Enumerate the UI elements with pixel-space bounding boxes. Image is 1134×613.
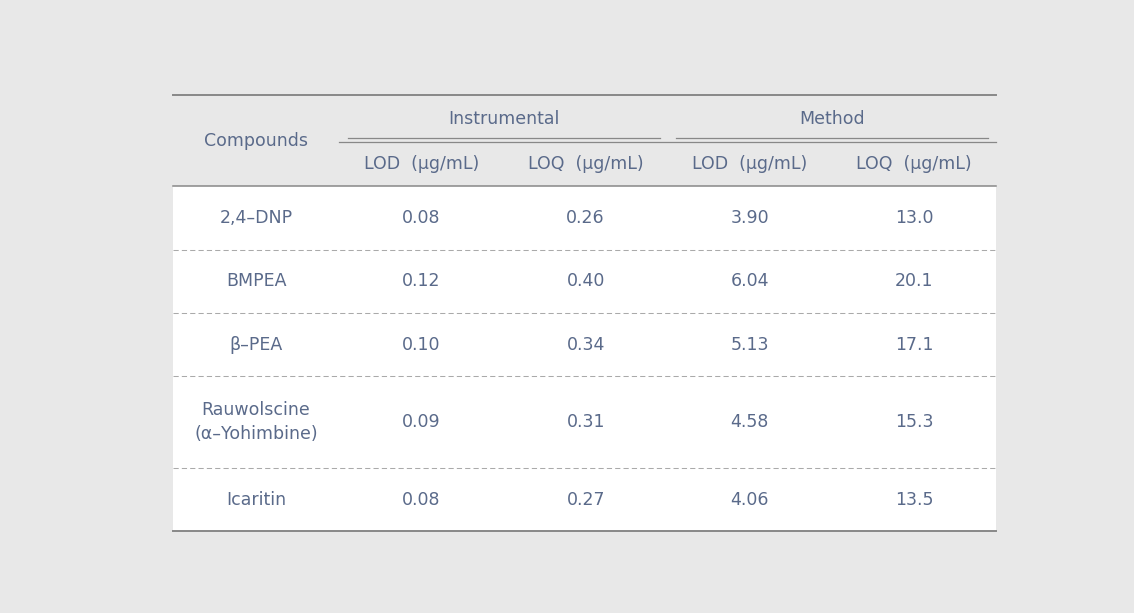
Text: 0.26: 0.26 [566,209,606,227]
Text: Method: Method [799,110,865,128]
Text: 17.1: 17.1 [895,336,933,354]
Text: β–PEA: β–PEA [229,336,282,354]
Text: 0.12: 0.12 [403,272,441,291]
Text: 0.34: 0.34 [567,336,604,354]
Text: BMPEA: BMPEA [226,272,286,291]
FancyBboxPatch shape [172,186,996,531]
Text: 2,4–DNP: 2,4–DNP [220,209,293,227]
Text: 15.3: 15.3 [895,413,933,431]
Text: Instrumental: Instrumental [448,110,559,128]
Text: Icaritin: Icaritin [226,491,286,509]
Text: 20.1: 20.1 [895,272,933,291]
Text: 0.09: 0.09 [403,413,441,431]
Text: Rauwolscine
(α–Yohimbine): Rauwolscine (α–Yohimbine) [194,402,318,443]
Text: 0.08: 0.08 [403,209,441,227]
Text: LOD  (μg/mL): LOD (μg/mL) [692,156,807,173]
Text: 13.0: 13.0 [895,209,933,227]
Text: 4.58: 4.58 [730,413,769,431]
Text: 0.08: 0.08 [403,491,441,509]
Text: 6.04: 6.04 [730,272,769,291]
Text: 3.90: 3.90 [730,209,769,227]
Text: 5.13: 5.13 [730,336,769,354]
Text: Compounds: Compounds [204,132,308,150]
Text: 0.27: 0.27 [566,491,604,509]
Text: 0.10: 0.10 [403,336,441,354]
Text: 4.06: 4.06 [730,491,769,509]
Text: LOQ  (μg/mL): LOQ (μg/mL) [856,156,972,173]
Text: 0.40: 0.40 [567,272,604,291]
Text: LOD  (μg/mL): LOD (μg/mL) [364,156,480,173]
Text: 0.31: 0.31 [566,413,604,431]
Text: LOQ  (μg/mL): LOQ (μg/mL) [527,156,643,173]
Text: 13.5: 13.5 [895,491,933,509]
